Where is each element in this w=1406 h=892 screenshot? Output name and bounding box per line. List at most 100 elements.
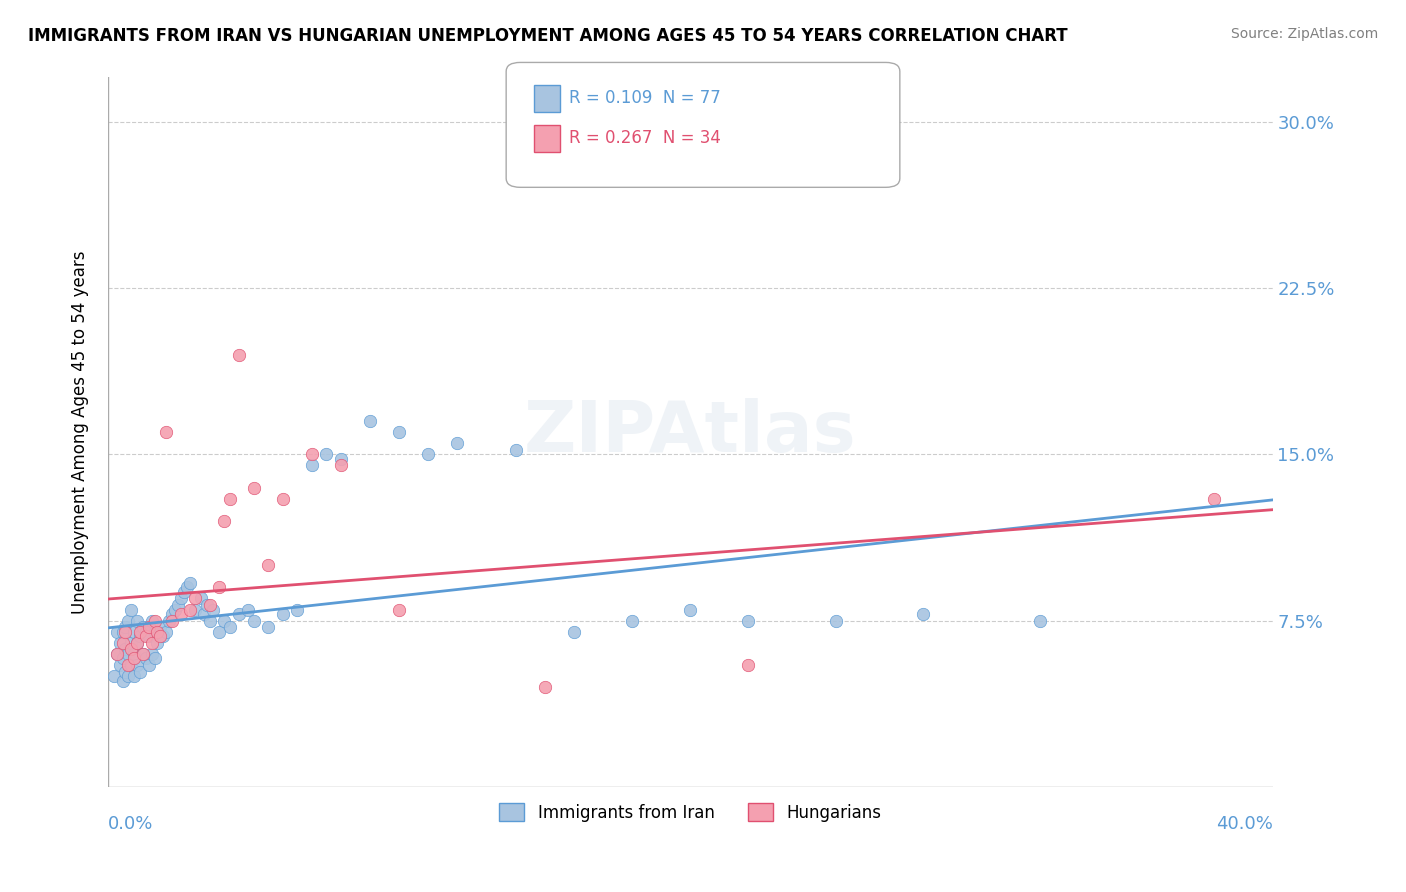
Point [138,629,160,643]
Text: R = 0.109  N = 77: R = 0.109 N = 77 [569,89,721,107]
Point [160,607,183,621]
Point [163,602,186,616]
Point [329,451,352,466]
Point [117,657,139,672]
Point [135,624,157,639]
Point [138,657,160,672]
Point [315,447,337,461]
Point [103,669,125,683]
Point [271,491,294,506]
Point [176,581,198,595]
Point [149,629,172,643]
Point [120,602,142,616]
Point [505,442,527,457]
Point [117,669,139,683]
Point [418,447,440,461]
Point [257,620,280,634]
Point [219,491,242,506]
Point [138,620,160,634]
Point [132,620,155,634]
Point [388,425,411,440]
Text: 0.0%: 0.0% [108,815,153,833]
Text: R = 0.267  N = 34: R = 0.267 N = 34 [569,129,721,147]
Point [135,651,157,665]
Point [198,614,221,628]
Point [117,647,139,661]
Point [446,436,468,450]
Point [120,642,142,657]
Point [228,607,250,621]
Point [737,614,759,628]
Point [129,624,152,639]
Point [157,614,180,628]
Point [179,576,201,591]
Point [242,614,264,628]
Point [207,624,229,639]
Legend: Immigrants from Iran, Hungarians: Immigrants from Iran, Hungarians [492,797,887,829]
Point [129,665,152,679]
Point [824,614,846,628]
Point [135,629,157,643]
Point [737,657,759,672]
Point [105,647,128,661]
Point [111,636,134,650]
Point [359,414,381,428]
Point [114,620,136,634]
Point [285,602,308,616]
Point [160,614,183,628]
Point [184,602,207,616]
Point [173,584,195,599]
Point [152,629,174,643]
Point [155,425,177,440]
Point [562,624,585,639]
Text: 40.0%: 40.0% [1216,815,1272,833]
Y-axis label: Unemployment Among Ages 45 to 54 years: Unemployment Among Ages 45 to 54 years [72,251,89,614]
Point [141,614,163,628]
Text: ZIPAtlas: ZIPAtlas [524,398,856,467]
Point [170,591,193,606]
Point [198,598,221,612]
Point [219,620,242,634]
Point [1204,491,1226,506]
Point [195,598,218,612]
Point [122,669,145,683]
Point [214,514,236,528]
Point [242,481,264,495]
Point [388,602,411,616]
Point [193,607,215,621]
Point [190,591,212,606]
Point [167,598,190,612]
Point [122,624,145,639]
Text: IMMIGRANTS FROM IRAN VS HUNGARIAN UNEMPLOYMENT AMONG AGES 45 TO 54 YEARS CORRELA: IMMIGRANTS FROM IRAN VS HUNGARIAN UNEMPL… [28,27,1067,45]
Point [184,591,207,606]
Point [207,581,229,595]
Point [146,636,169,650]
Point [257,558,280,573]
Point [111,651,134,665]
Point [149,620,172,634]
Point [155,624,177,639]
Point [117,614,139,628]
Point [329,458,352,473]
Point [120,636,142,650]
Point [271,607,294,621]
Point [201,602,224,616]
Point [1028,614,1050,628]
Point [114,642,136,657]
Point [679,602,702,616]
Point [127,614,149,628]
Point [170,607,193,621]
Point [108,657,131,672]
Point [141,636,163,650]
Point [122,647,145,661]
Point [114,624,136,639]
Point [912,607,935,621]
Point [132,647,155,661]
Point [143,651,166,665]
Point [105,647,128,661]
Point [141,647,163,661]
Point [111,624,134,639]
Point [179,602,201,616]
Point [214,614,236,628]
Point [105,624,128,639]
